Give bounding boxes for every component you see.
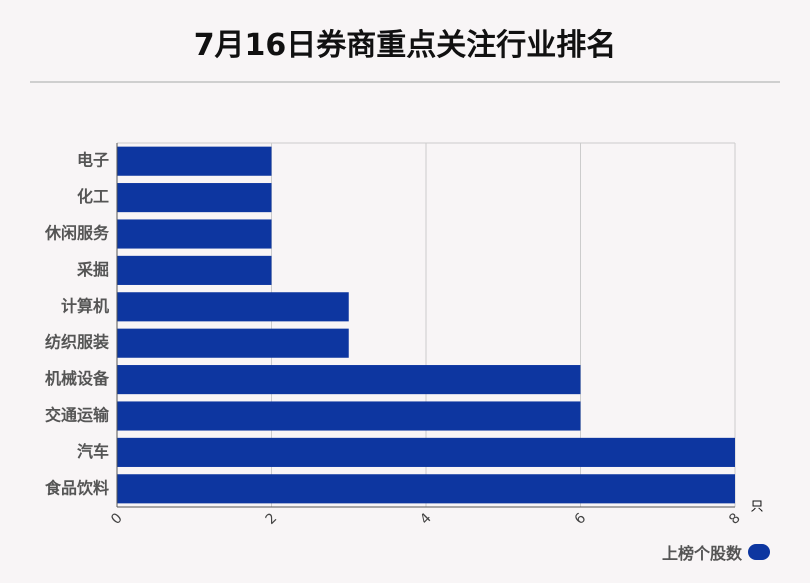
category-label: 休闲服务 xyxy=(44,224,110,243)
bar xyxy=(117,255,272,285)
bar xyxy=(117,146,272,176)
x-unit-label: 只 xyxy=(750,500,763,515)
x-tick-label: 6 xyxy=(572,510,590,528)
bar xyxy=(117,365,581,395)
legend-label: 上榜个股数 xyxy=(661,544,742,563)
bar xyxy=(117,219,272,249)
category-label: 机械设备 xyxy=(45,369,110,388)
bar xyxy=(117,474,735,504)
bar xyxy=(117,401,581,431)
x-tick-label: 2 xyxy=(263,510,281,528)
legend-swatch xyxy=(748,544,770,560)
bar xyxy=(117,437,735,467)
category-label: 汽车 xyxy=(77,442,109,461)
category-label: 采掘 xyxy=(76,260,109,279)
category-label: 纺织服装 xyxy=(45,333,109,352)
bar xyxy=(117,328,349,358)
x-tick-label: 4 xyxy=(417,510,435,528)
category-label: 食品饮料 xyxy=(44,478,109,497)
category-label: 电子 xyxy=(77,151,109,170)
category-label: 交通运输 xyxy=(45,406,110,425)
x-tick-label: 8 xyxy=(726,510,744,528)
bar xyxy=(117,183,272,213)
bar xyxy=(117,292,349,322)
legend: 上榜个股数 xyxy=(662,540,770,564)
category-label: 化工 xyxy=(77,187,109,206)
axes xyxy=(116,143,735,508)
title-divider xyxy=(30,81,780,83)
chart-title: 7月16日券商重点关注行业排名 xyxy=(193,28,617,63)
bars xyxy=(117,146,735,504)
category-label: 计算机 xyxy=(61,296,109,315)
x-tick-label: 0 xyxy=(108,510,126,528)
